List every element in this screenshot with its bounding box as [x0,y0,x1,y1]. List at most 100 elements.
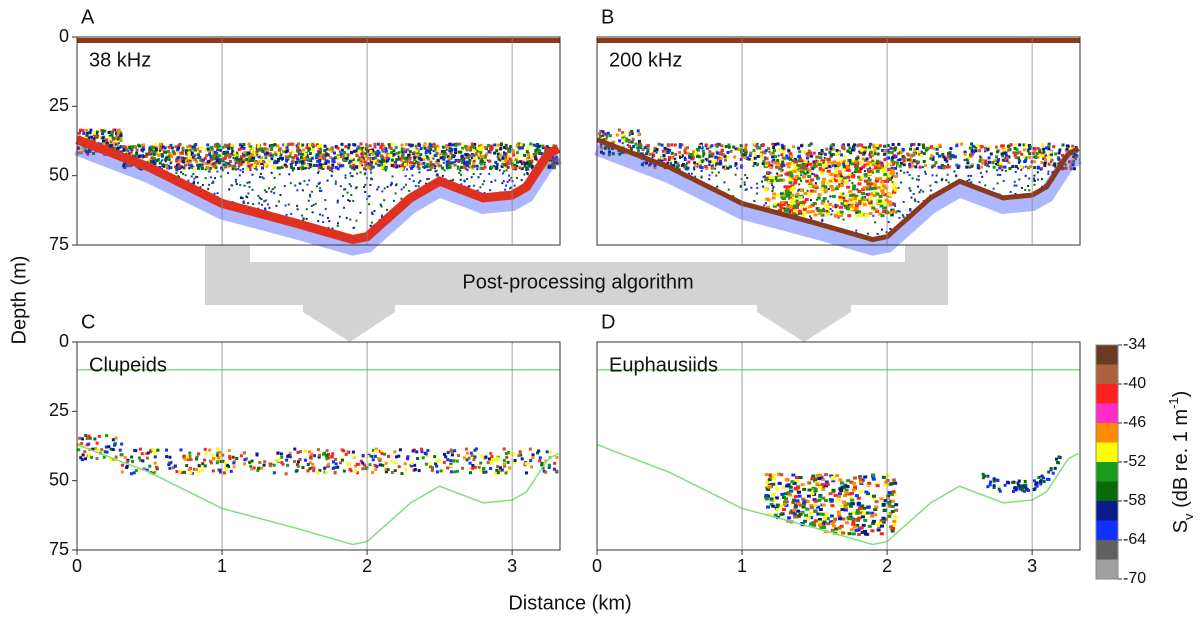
echo-speckle [205,452,208,455]
echo-speckle [197,452,200,455]
echo-speckle [192,173,194,175]
echo-speckle [845,181,849,184]
echo-speckle [507,155,510,158]
echo-speckle [889,194,893,197]
echo-speckle [664,158,667,161]
echo-speckle [371,222,373,224]
echo-speckle [853,147,855,149]
echo-speckle [471,143,474,146]
echo-speckle [1015,165,1018,168]
echo-speckle [809,215,811,217]
echo-speckle [514,459,517,462]
echo-speckle [352,455,355,458]
echo-speckle [813,152,816,155]
x-tick-label: 2 [362,556,372,576]
echo-speckle [223,157,226,160]
echo-speckle [388,143,391,146]
echo-speckle [981,176,983,178]
echo-speckle [694,164,697,167]
echo-speckle [789,211,791,213]
echo-speckle [891,530,895,533]
echo-speckle [235,457,238,460]
echo-speckle [909,174,911,176]
echo-speckle [768,485,772,488]
echo-speckle [379,463,382,466]
echo-speckle [752,149,755,152]
echo-speckle [1042,151,1045,154]
echo-speckle [205,177,207,179]
echo-speckle [909,148,912,151]
echo-speckle [325,457,328,460]
echo-speckle [530,155,533,158]
echo-speckle [469,149,472,152]
echo-speckle [605,135,608,138]
echo-speckle [924,164,927,167]
echo-speckle [263,460,266,463]
echo-speckle [826,207,830,210]
echo-speckle [798,213,800,215]
echo-speckle [850,528,854,531]
echo-speckle [946,166,949,169]
echo-speckle [95,457,98,460]
echo-speckle [696,155,699,158]
echo-speckle [877,528,881,531]
echo-speckle [861,515,865,518]
echo-speckle [503,448,506,451]
echo-speckle [434,148,437,151]
echo-speckle [135,469,138,472]
echo-speckle [247,152,250,155]
echo-speckle [372,153,375,156]
echo-speckle [537,145,540,148]
echo-speckle [290,163,293,166]
echo-speckle [783,185,787,188]
echo-speckle [96,442,99,445]
echo-speckle [842,163,845,166]
echo-speckle [693,168,695,170]
echo-speckle [228,457,231,460]
echo-speckle [776,508,780,511]
echo-speckle [475,165,477,167]
echo-speckle [310,453,313,456]
echo-speckle [98,435,101,438]
echo-speckle [269,464,272,467]
echo-speckle [800,204,804,207]
echo-speckle [207,147,210,150]
echo-speckle [765,202,767,204]
echo-speckle [947,155,950,158]
echo-speckle [986,475,989,478]
echo-speckle [273,161,276,164]
echo-speckle [808,185,812,188]
echo-speckle [740,186,742,188]
echo-speckle [518,146,521,149]
echo-speckle [525,169,527,171]
echo-speckle [233,152,236,155]
echo-speckle [195,176,197,178]
echo-speckle [1001,169,1003,171]
echo-speckle [878,164,881,167]
echo-speckle [506,169,508,171]
panel: 0255075A38 kHz [49,6,560,253]
echo-speckle [297,451,300,454]
echo-speckle [934,161,937,164]
echo-speckle [701,166,704,169]
echo-speckle [327,160,330,163]
echo-speckle [744,156,747,159]
echo-speckle [286,214,288,216]
echo-speckle [176,152,179,155]
echo-speckle [343,207,345,209]
echo-speckle [900,181,902,183]
echo-speckle [868,197,872,200]
echo-speckle [719,163,721,165]
echo-speckle [201,146,204,149]
echo-speckle [1010,143,1013,146]
echo-speckle [250,468,253,471]
echo-speckle [290,213,292,215]
echo-speckle [140,155,142,157]
echo-speckle [1028,178,1030,180]
echo-speckle [693,153,696,156]
echo-speckle [235,157,238,160]
echo-speckle [687,161,690,164]
echo-speckle [121,471,124,474]
echo-speckle [829,148,832,151]
echo-speckle [866,165,869,168]
